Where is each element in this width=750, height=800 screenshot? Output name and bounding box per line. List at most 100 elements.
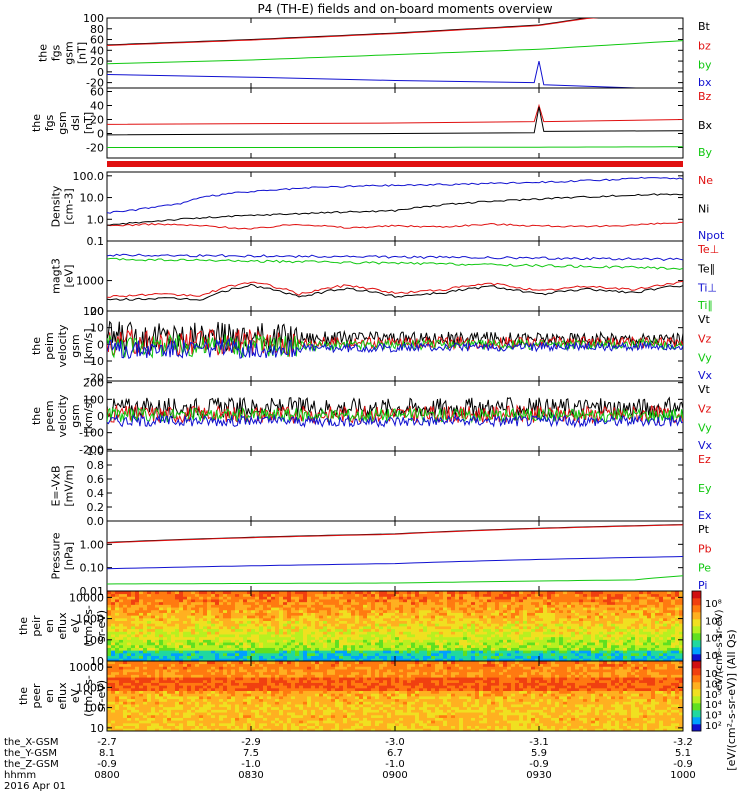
spectrogram-cell bbox=[267, 644, 272, 648]
spectrogram-cell bbox=[635, 620, 640, 624]
spectrogram-cell bbox=[523, 639, 528, 643]
spectrogram-cell bbox=[439, 644, 444, 648]
spectrogram-cell bbox=[147, 607, 152, 611]
spectrogram-cell bbox=[419, 609, 424, 613]
spectrogram-cell bbox=[619, 617, 624, 622]
spectrogram-cell bbox=[243, 599, 248, 603]
spectrogram-cell bbox=[399, 644, 404, 648]
spectrogram-cell bbox=[179, 685, 184, 689]
spectrogram-cell bbox=[671, 639, 676, 643]
spectrogram-cell bbox=[247, 639, 252, 643]
spectrogram-cell bbox=[111, 674, 116, 678]
spectrogram-cell bbox=[379, 642, 384, 646]
spectrogram-cell bbox=[119, 661, 124, 665]
y-axis-label: gsm bbox=[56, 111, 69, 134]
spectrogram-cell bbox=[191, 709, 196, 713]
spectrogram-cell bbox=[391, 591, 396, 595]
spectrogram-cell bbox=[447, 644, 452, 648]
spectrogram-cell bbox=[119, 674, 124, 678]
spectrogram-cell bbox=[431, 620, 436, 624]
spectrogram-cell bbox=[475, 601, 480, 605]
spectrogram-cell bbox=[451, 647, 456, 651]
spectrogram-cell bbox=[327, 631, 332, 635]
spectrogram-cell bbox=[351, 644, 356, 648]
spectrogram-cell bbox=[367, 626, 372, 630]
spectrogram-cell bbox=[359, 623, 364, 627]
spectrogram-cell bbox=[155, 690, 160, 694]
spectrogram-cell bbox=[195, 601, 200, 605]
spectrogram-cell bbox=[123, 609, 128, 613]
spectrogram-cell bbox=[643, 644, 648, 648]
spectrogram-cell bbox=[599, 655, 604, 659]
spectrogram-cell bbox=[375, 631, 380, 635]
spectrogram-cell bbox=[251, 628, 256, 632]
spectrogram-cell bbox=[183, 696, 188, 700]
spectrogram-cell bbox=[495, 596, 500, 600]
spectrogram-cell bbox=[483, 631, 488, 635]
spectrogram-cell bbox=[359, 591, 364, 595]
spectrogram-cell bbox=[611, 642, 616, 646]
spectrogram-cell bbox=[583, 655, 588, 659]
spectrogram-cell bbox=[231, 626, 236, 630]
spectrogram-cell bbox=[431, 628, 436, 632]
spectrogram-cell bbox=[191, 631, 196, 635]
spectrogram-cell bbox=[371, 623, 376, 627]
spectrogram-cell bbox=[131, 596, 136, 600]
spectrogram-cell bbox=[119, 663, 124, 667]
spectrogram-cell bbox=[339, 652, 344, 657]
spectrogram-cell bbox=[555, 593, 560, 597]
spectrogram-cell bbox=[251, 647, 256, 651]
spectrogram-cell bbox=[191, 634, 196, 638]
spectrogram-cell bbox=[299, 644, 304, 648]
spectrogram-cell bbox=[387, 620, 392, 624]
spectrogram-cell bbox=[335, 623, 340, 627]
spectrogram-cell bbox=[243, 685, 248, 689]
spectrogram-cell bbox=[107, 607, 112, 611]
spectrogram-cell bbox=[475, 628, 480, 632]
spectrogram-cell bbox=[599, 620, 604, 624]
spectrogram-cell bbox=[155, 720, 160, 724]
spectrogram-cell bbox=[191, 701, 196, 705]
spectrogram-cell bbox=[431, 636, 436, 640]
spectrogram-cell bbox=[155, 679, 160, 683]
spectrogram-cell bbox=[231, 658, 236, 661]
spectrogram-cell bbox=[139, 636, 144, 640]
spectrogram-cell bbox=[603, 617, 608, 622]
spectrogram-cell bbox=[559, 599, 564, 603]
y-tick-label: -10 bbox=[86, 355, 104, 368]
spectrogram-cell bbox=[183, 639, 188, 643]
spectrogram-cell bbox=[147, 706, 152, 710]
spectrogram-cell bbox=[271, 655, 276, 659]
y-axis-label: [nT] bbox=[82, 112, 95, 134]
spectrogram-cell bbox=[499, 607, 504, 611]
spectrogram-cell bbox=[323, 601, 328, 605]
spectrogram-cell bbox=[479, 652, 484, 657]
spectrogram-cell bbox=[327, 650, 332, 654]
spectrogram-cell bbox=[171, 650, 176, 654]
spectrogram-cell bbox=[327, 647, 332, 651]
spectrogram-cell bbox=[463, 596, 468, 600]
spectrogram-cell bbox=[351, 591, 356, 595]
spectrogram-cell bbox=[295, 642, 300, 646]
spectrogram-cell bbox=[179, 601, 184, 605]
spectrogram-cell bbox=[383, 620, 388, 624]
spectrogram-cell bbox=[583, 642, 588, 646]
spectrogram-cell bbox=[227, 704, 232, 708]
spectrogram-cell bbox=[359, 642, 364, 646]
spectrogram-cell bbox=[139, 725, 144, 729]
spectrogram-cell bbox=[479, 612, 484, 616]
spectrogram-cell bbox=[503, 609, 508, 613]
spectrogram-cell bbox=[151, 706, 156, 710]
spectrogram-cell bbox=[275, 647, 280, 651]
spectrogram-cell bbox=[159, 655, 164, 659]
spectrogram-cell bbox=[279, 607, 284, 611]
spectrogram-cell bbox=[251, 642, 256, 646]
spectrogram-cell bbox=[387, 636, 392, 640]
spectrogram-cell bbox=[167, 631, 172, 635]
spectrogram-cell bbox=[179, 714, 184, 718]
spectrogram-cell bbox=[619, 658, 624, 661]
spectrogram-cell bbox=[231, 615, 236, 619]
spectrogram-cell bbox=[219, 626, 224, 630]
spectrogram-cell bbox=[543, 599, 548, 603]
spectrogram-cell bbox=[311, 647, 316, 651]
